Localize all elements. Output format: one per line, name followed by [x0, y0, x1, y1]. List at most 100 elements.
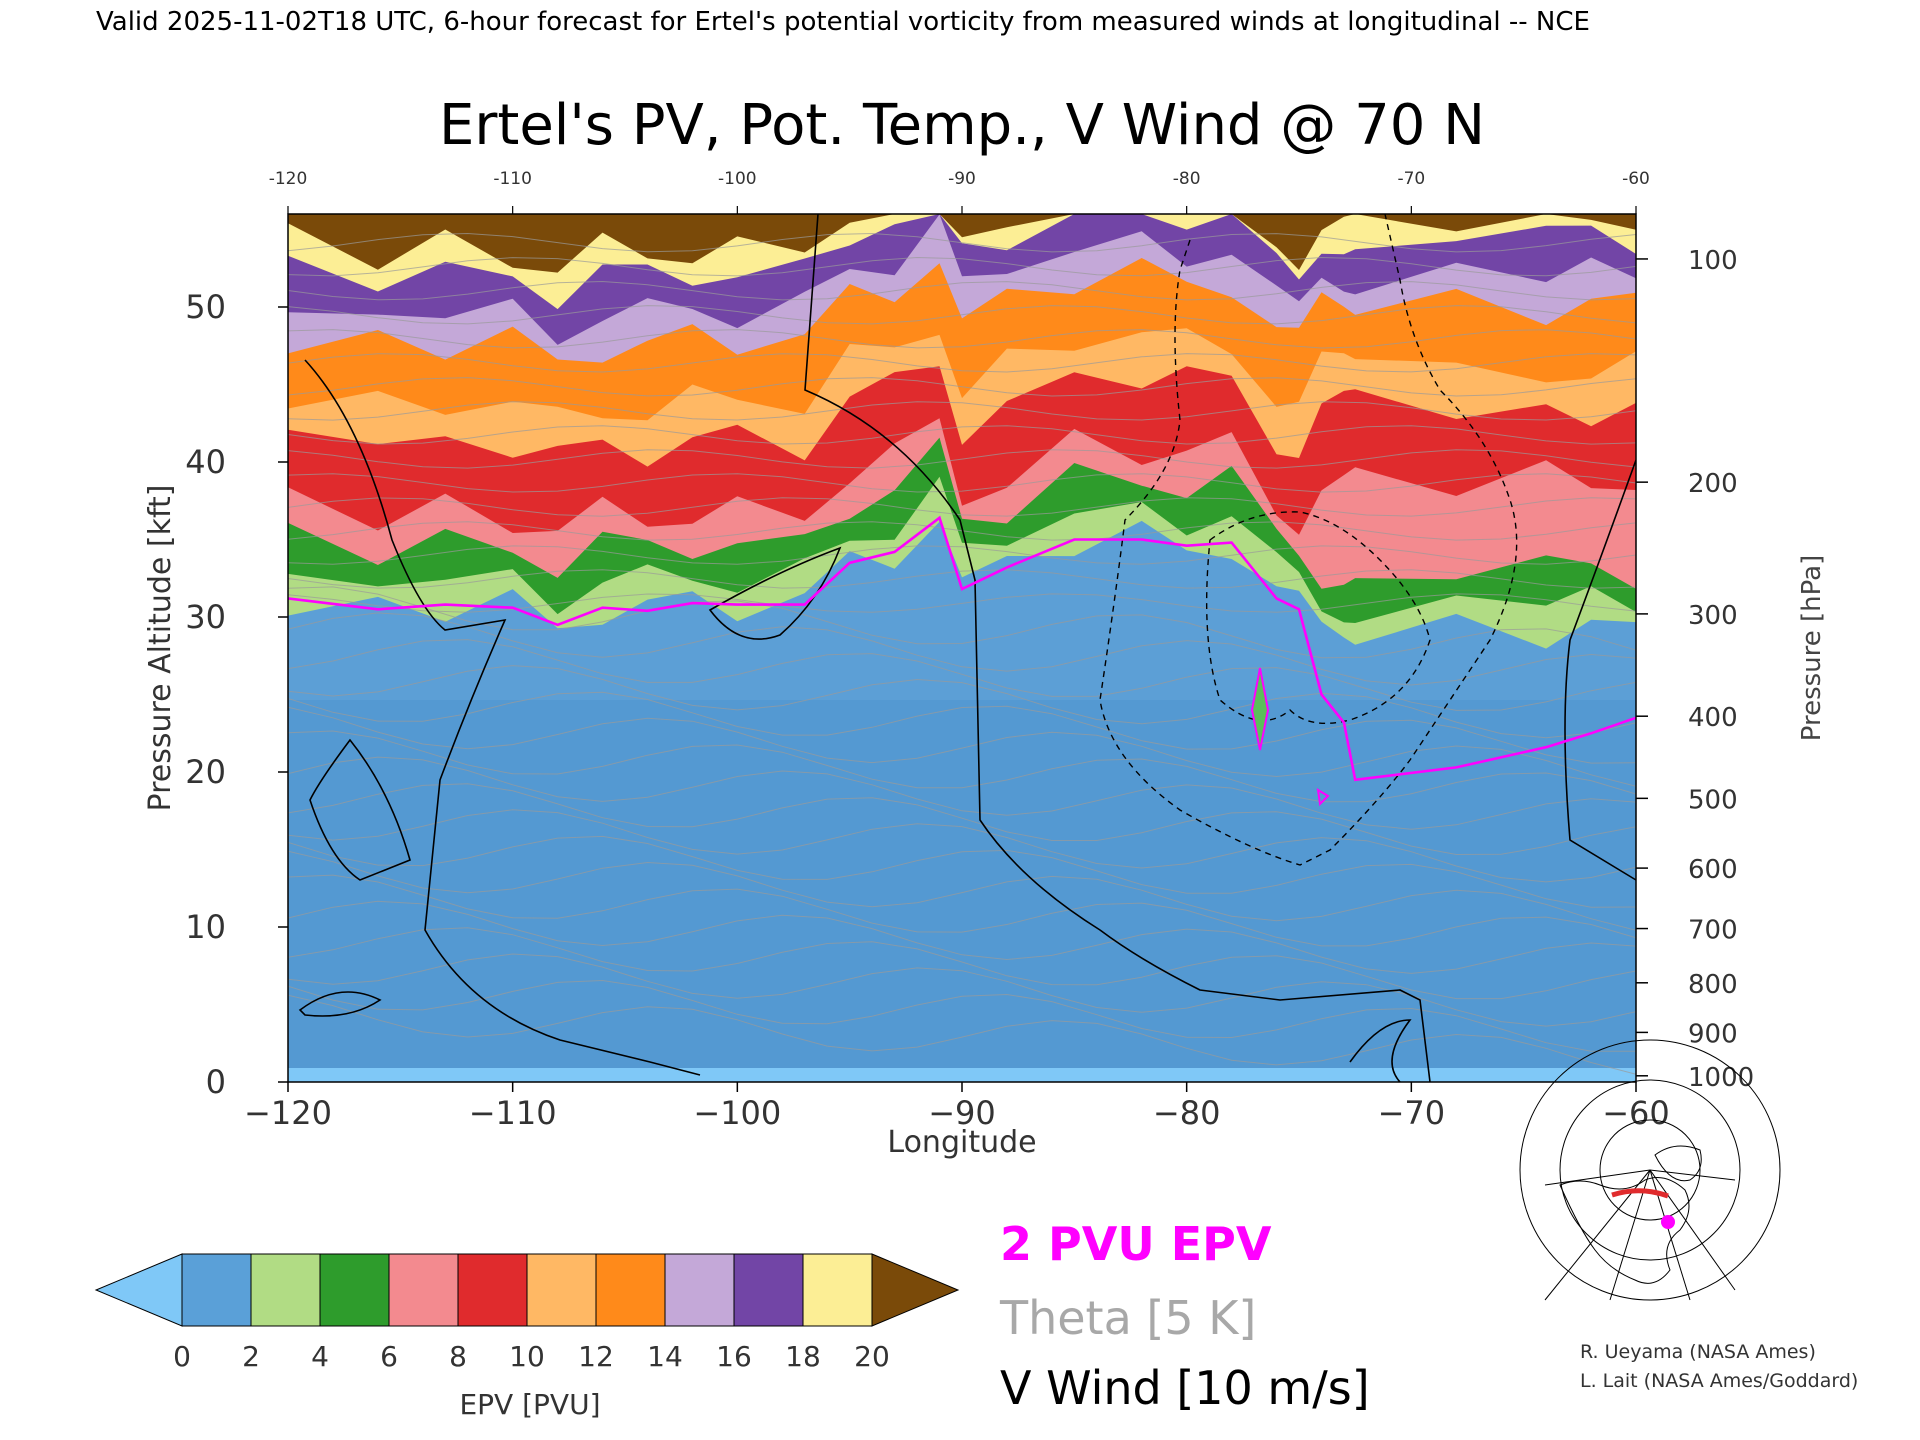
plot-area — [288, 214, 1636, 1082]
location-marker — [1661, 1215, 1675, 1229]
surface-band — [288, 1068, 1636, 1082]
theta-contour — [288, 612, 1636, 686]
pressure-tick-label: 1000 — [1688, 1063, 1754, 1093]
legend-2pvu: 2 PVU EPV — [1000, 1217, 1272, 1271]
v-wind-contour — [1349, 1019, 1412, 1082]
colorbar-tick-label: 10 — [509, 1340, 545, 1373]
x-tick-label: −70 — [1378, 1094, 1446, 1132]
colorbar-band — [526, 1253, 597, 1327]
y-tick-label: 10 — [185, 908, 226, 946]
y-tick-label: 20 — [185, 753, 226, 791]
x-axis: −120 −110 −100 −90 −80 −70 −60 — [244, 1082, 1670, 1132]
x-tick-label: −100 — [693, 1094, 781, 1132]
x-tick-label: −110 — [469, 1094, 557, 1132]
v-wind-zero-line — [304, 359, 701, 1076]
cross-section-line — [1611, 1188, 1669, 1199]
legend-theta: Theta [5 K] — [999, 1291, 1256, 1345]
theta-contour — [288, 473, 1636, 493]
top-tick-label: -70 — [1397, 169, 1425, 189]
v-wind-negative-line — [1099, 214, 1518, 866]
colorbar-band — [595, 1253, 666, 1327]
pressure-tick-label: 600 — [1688, 855, 1738, 885]
top-tick-label: -100 — [718, 169, 757, 189]
colorbar-tick-label: 20 — [854, 1340, 890, 1373]
colorbar-tick-label: 12 — [578, 1340, 614, 1373]
colorbar-tick-label: 2 — [242, 1340, 260, 1373]
colorbar-band — [664, 1253, 735, 1327]
v-wind-zero-line — [804, 214, 1431, 1082]
colorbar-band — [733, 1253, 804, 1327]
theta-contour — [288, 569, 1636, 589]
y-axis-label: Pressure Altitude [kft] — [143, 485, 178, 812]
theta-contour — [288, 994, 1636, 1075]
pressure-tick-label: 400 — [1688, 703, 1738, 733]
tropopause-2pvu-line — [288, 515, 1636, 782]
pv-band — [288, 214, 1636, 273]
colorbar-tick-label: 4 — [311, 1340, 329, 1373]
pressure-tick-label: 300 — [1688, 601, 1738, 631]
locator-map — [1519, 1039, 1781, 1301]
theta-contour — [288, 665, 1636, 739]
theta-contour — [288, 809, 1636, 883]
y-tick-label: 0 — [206, 1063, 226, 1101]
colorbar-band — [802, 1253, 873, 1327]
x-tick-label: −80 — [1153, 1094, 1221, 1132]
chart-title: Ertel's PV, Pot. Temp., V Wind @ 70 N — [439, 93, 1485, 158]
colorbar-tick-label: 18 — [785, 1340, 821, 1373]
theta-contour — [288, 497, 1636, 517]
credit-line-2: L. Lait (NASA Ames/Goddard) — [1580, 1370, 1858, 1392]
v-wind-zero-line — [1564, 459, 1636, 881]
colorbar-tick-label: 14 — [647, 1340, 683, 1373]
theta-contour — [288, 256, 1636, 277]
x-tick-label: −90 — [928, 1094, 996, 1132]
colorbar-tick-label: 8 — [449, 1340, 467, 1373]
pressure-tick-label: 200 — [1688, 469, 1738, 499]
header-text: Valid 2025-11-02T18 UTC, 6-hour forecast… — [96, 7, 1590, 37]
colorbar-below-arrow — [94, 1253, 183, 1327]
theta-contour — [288, 639, 1636, 711]
v-wind-closed-contour — [309, 738, 411, 881]
pressure-tick-label: 100 — [1688, 246, 1738, 276]
theta-contour — [288, 280, 1636, 301]
colorbar-tick-label: 0 — [173, 1340, 191, 1373]
y-tick-label: 50 — [185, 288, 226, 326]
theta-contour — [288, 329, 1636, 349]
y-tick-label: 40 — [185, 443, 226, 481]
theta-contour — [288, 850, 1636, 931]
pv-anomaly-blob — [1316, 788, 1330, 807]
theta-contour — [288, 305, 1636, 325]
theta-contour — [288, 979, 1636, 1052]
colorbar: 0 2 4 6 8 10 12 14 16 18 20 — [94, 1253, 960, 1373]
theta-contour — [288, 232, 1636, 253]
pv-anomaly-blob — [1250, 667, 1270, 751]
pressure-tick-label: 900 — [1688, 1019, 1738, 1049]
theta-contour — [288, 927, 1636, 1000]
theta-contour — [288, 401, 1636, 421]
theta-contour — [288, 449, 1636, 469]
theta-contour — [288, 874, 1636, 947]
theta-contour — [288, 545, 1636, 565]
x-tick-label: −120 — [244, 1094, 332, 1132]
theta-contour — [288, 730, 1636, 803]
theta-contour — [288, 835, 1636, 908]
v-wind-closed-contour — [298, 991, 382, 1017]
pressure-tick-label: 700 — [1688, 916, 1738, 946]
x-axis-label: Longitude — [887, 1125, 1036, 1160]
top-tick-label: -80 — [1173, 169, 1201, 189]
pressure-tick-label: 500 — [1688, 785, 1738, 815]
y2-axis-label: Pressure [hPa] — [1797, 555, 1827, 742]
y-axis-pressure: 100 200 300 400 500 600 700 800 900 1000 — [1636, 246, 1754, 1093]
colorbar-band — [319, 1253, 390, 1327]
theta-contour — [288, 593, 1636, 613]
theta-contour — [288, 691, 1636, 764]
x-tick-label: −60 — [1602, 1094, 1670, 1132]
colorbar-tick-label: 16 — [716, 1340, 752, 1373]
v-wind-contours — [298, 214, 1636, 1082]
v-wind-negative-line — [1205, 511, 1431, 725]
pressure-tick-label: 800 — [1688, 970, 1738, 1000]
colorbar-band — [181, 1253, 252, 1327]
theta-contour — [288, 706, 1636, 787]
top-tick-label: -90 — [948, 169, 976, 189]
theta-contour — [288, 783, 1636, 856]
